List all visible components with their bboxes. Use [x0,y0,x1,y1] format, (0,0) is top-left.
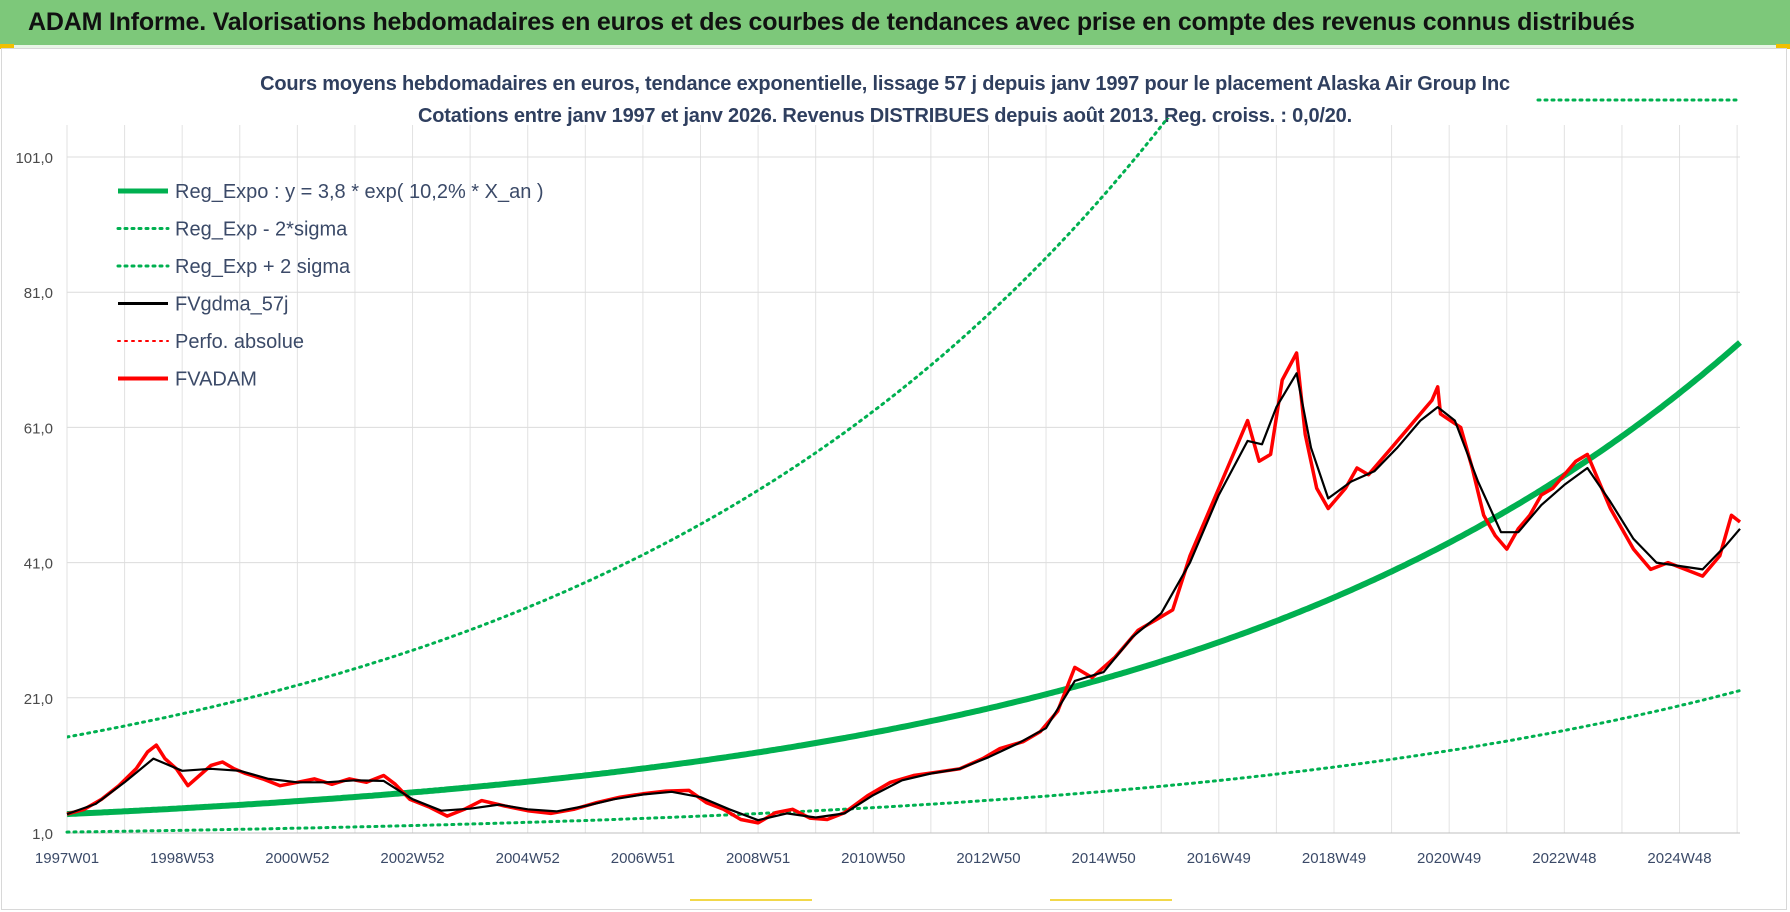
x-tick-label: 2004W52 [496,850,560,867]
x-tick-label: 2016W49 [1187,850,1251,867]
y-tick-label: 1,0 [32,826,53,843]
x-tick-label: 1997W01 [35,850,99,867]
x-tick-label: 2012W50 [956,850,1020,867]
reg-expo-line [66,340,1742,818]
bottom-accent-right [1050,899,1172,901]
x-tick-label: 2006W51 [611,850,675,867]
corner-marker-right [1776,44,1790,49]
legend-label: Reg_Exp - 2*sigma [175,219,348,241]
axes: 1,0 21,0 41,0 61,0 81,0 101,0 1997W01 1998W53 20… [15,150,1740,867]
y-tick-label: 81,0 [24,285,53,302]
x-tick-label: 2024W48 [1647,850,1711,867]
y-tick-label: 21,0 [24,691,53,708]
chart-title: Cours moyens hebdomadaires en euros, ten… [260,73,1510,95]
legend-label: Perfo. absolue [175,331,304,353]
fvgdma-57j-line [66,372,1741,822]
y-tick-label: 101,0 [15,150,53,167]
legend-label: Reg_Expo : y = 3,8 * exp( 10,2% * X_an ) [175,181,544,203]
x-tick-label: 2014W50 [1072,850,1136,867]
chart-subtitle: Cotations entre janv 1997 et janv 2026. … [418,105,1352,127]
grid [66,125,1740,834]
x-tick-label: 2010W50 [841,850,905,867]
fvadam-line [66,351,1742,825]
x-tick-label: 2002W52 [380,850,444,867]
x-tick-label: 2008W51 [726,850,790,867]
report-title: ADAM Informe. Valorisations hebdomadaire… [28,8,1635,36]
x-tick-label: 1998W53 [150,850,214,867]
y-tick-label: 41,0 [24,556,53,573]
legend: Reg_Expo : y = 3,8 * exp( 10,2% * X_an )… [116,181,544,391]
report-banner: ADAM Informe. Valorisations hebdomadaire… [0,0,1790,48]
legend-label: FVADAM [175,369,257,391]
x-tick-label: 2018W49 [1302,850,1366,867]
bottom-accent-left [690,899,812,901]
y-tick-label: 61,0 [24,420,53,437]
x-tick-label: 2022W48 [1532,850,1596,867]
legend-label: FVgdma_57j [175,294,288,316]
legend-label: Reg_Exp + 2 sigma [175,256,351,278]
x-tick-label: 2000W52 [265,850,329,867]
reg-exp-plus-2-sigma-line [67,118,1170,739]
chart-frame [1,48,1787,910]
corner-marker-left [0,44,14,49]
reg-exp-minus-2-sigma-line [65,689,1742,834]
series [65,98,1742,834]
x-tick-label: 2020W49 [1417,850,1481,867]
